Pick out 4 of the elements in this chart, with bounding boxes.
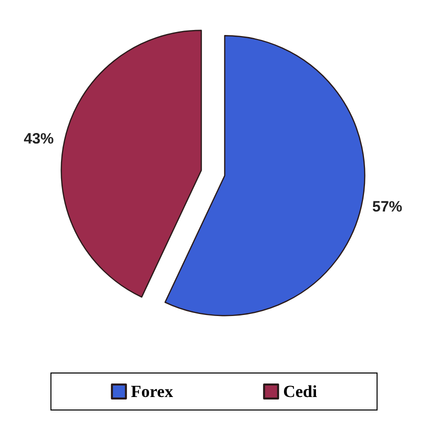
data-label: 57% (372, 198, 402, 216)
legend-label: Forex (130, 382, 174, 401)
legend-label: Cedi (283, 382, 318, 401)
data-label: 43% (24, 130, 54, 148)
